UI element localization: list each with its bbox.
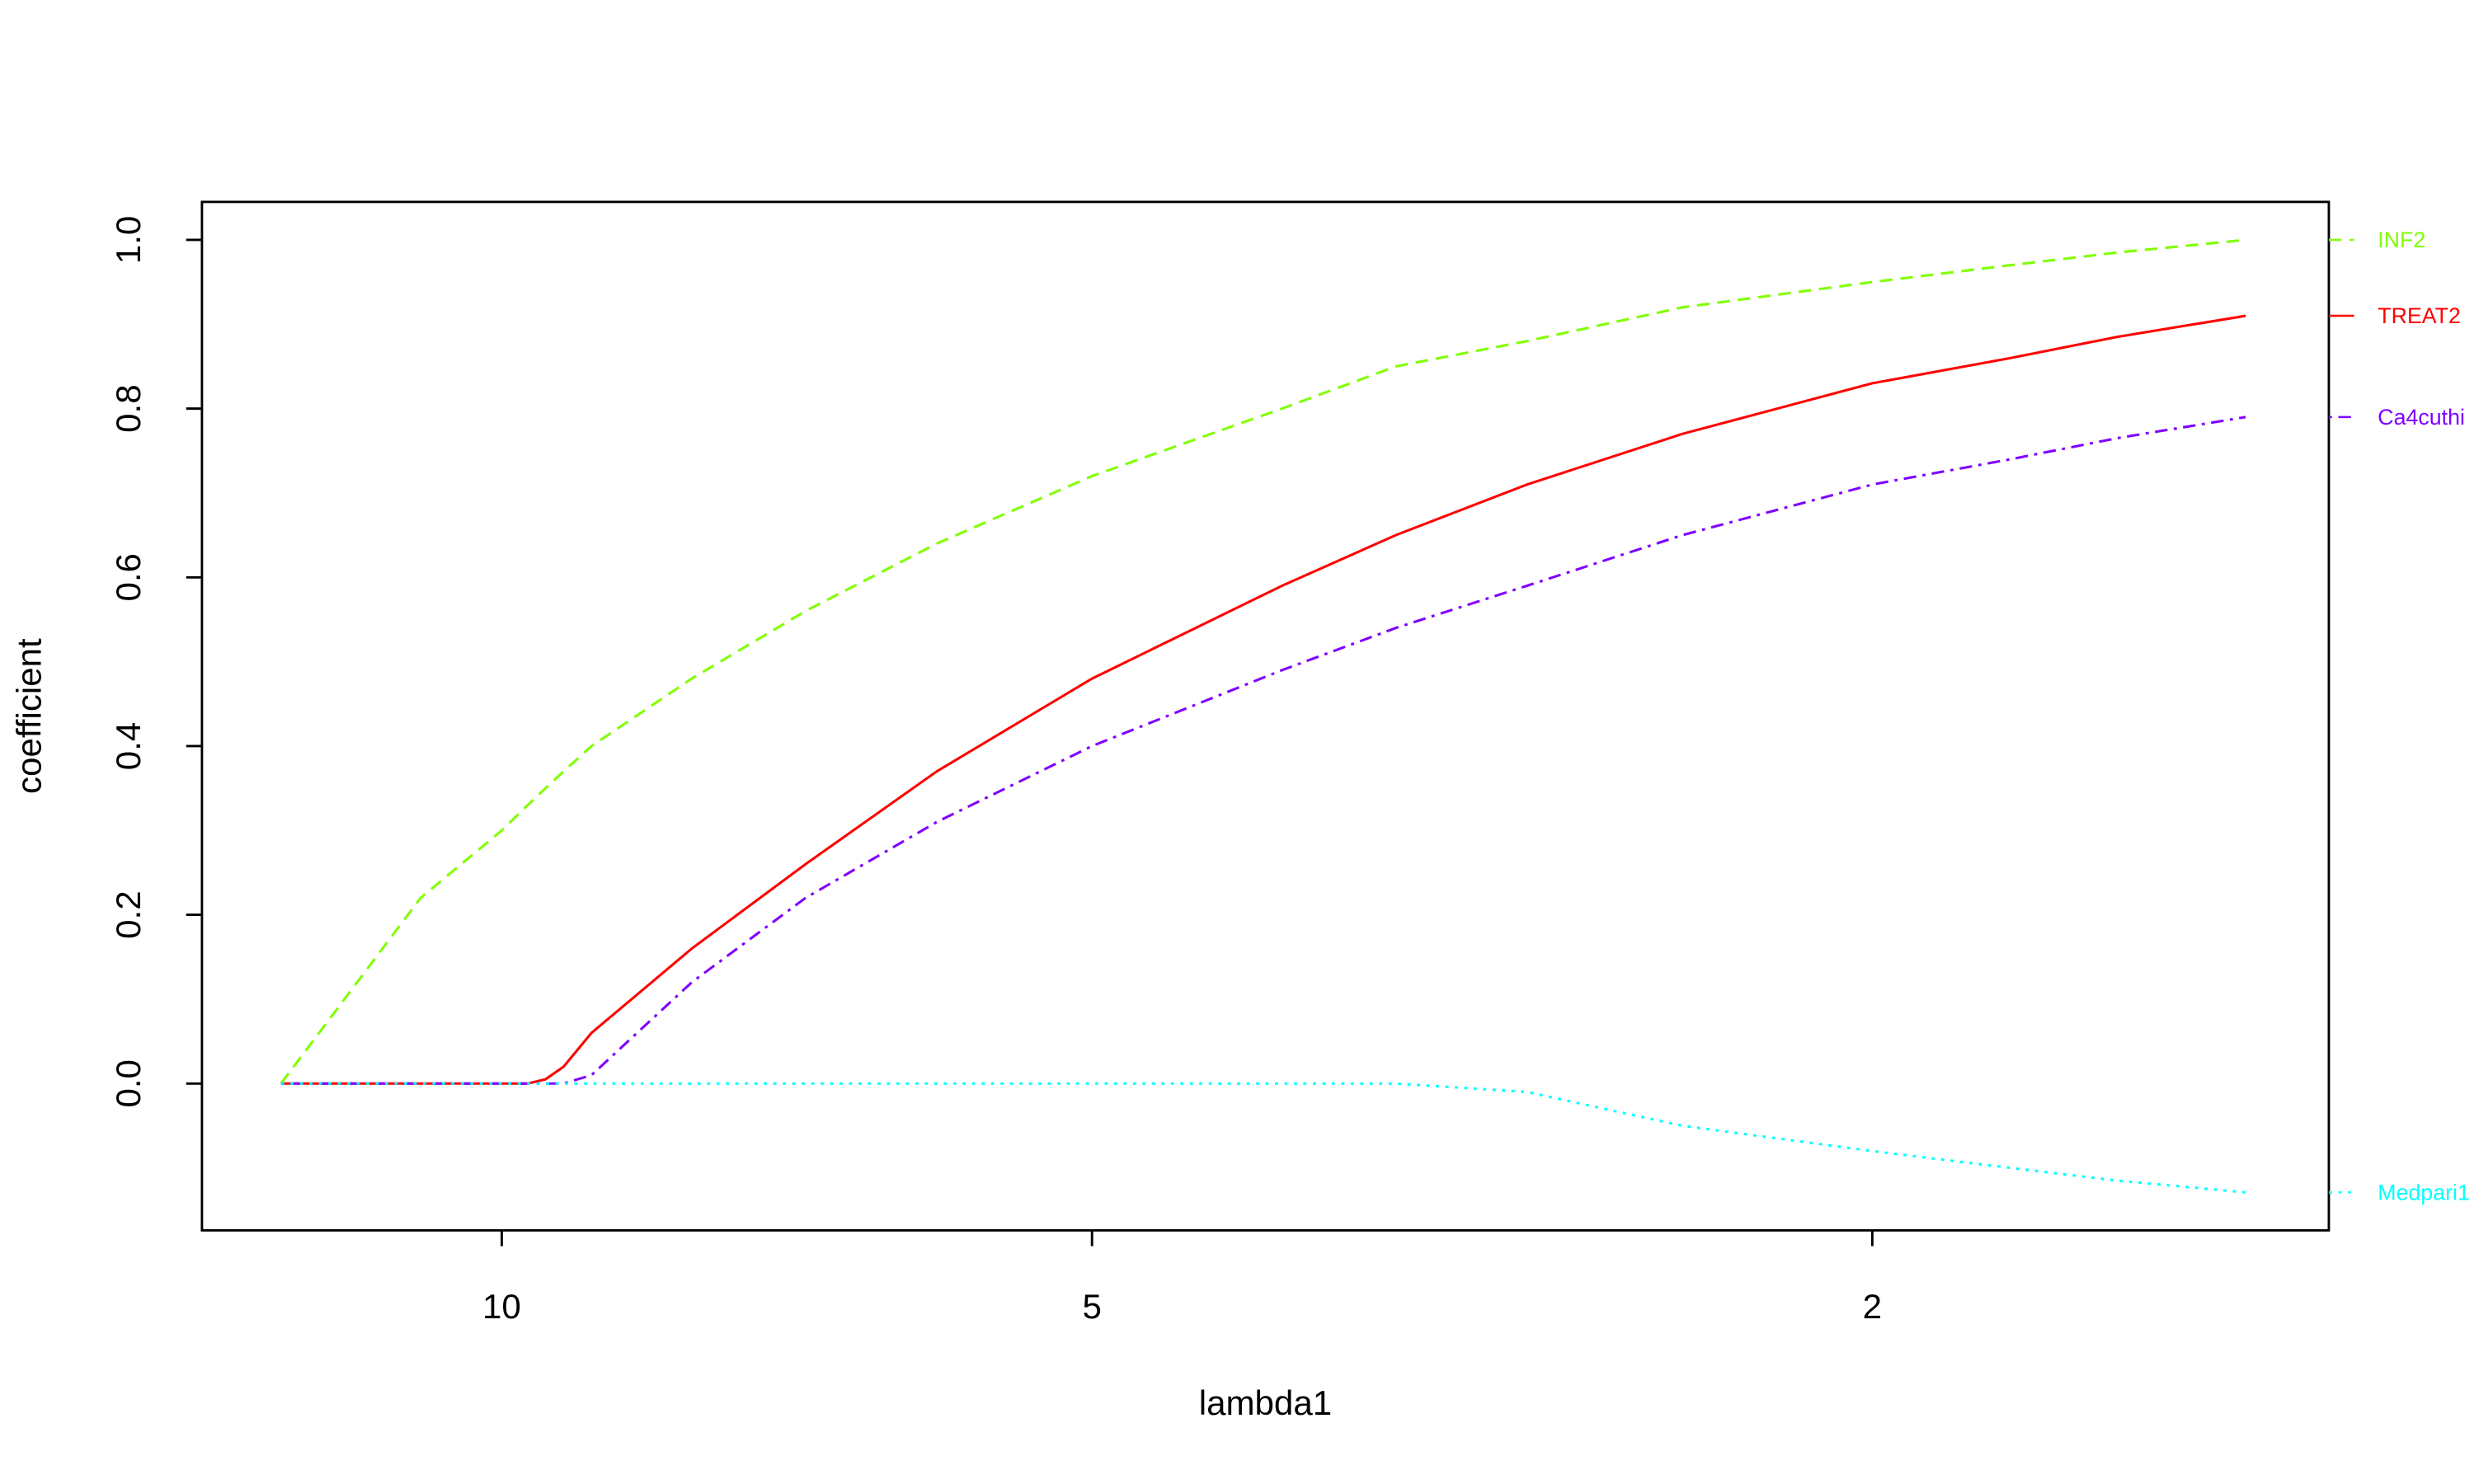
series-label: Ca4cuthi (2378, 405, 2465, 430)
series-label: TREAT2 (2378, 303, 2461, 328)
x-tick-label: 2 (1863, 1287, 1882, 1326)
y-tick-label: 0.8 (109, 384, 148, 433)
y-tick-label: 1.0 (109, 216, 148, 265)
y-tick-label: 0.0 (109, 1059, 148, 1108)
y-tick-label: 0.4 (109, 722, 148, 771)
series-label: Medpari1 (2378, 1180, 2470, 1205)
y-tick-label: 0.2 (109, 890, 148, 939)
y-tick-label: 0.6 (109, 553, 148, 602)
x-axis-label: lambda1 (1199, 1383, 1332, 1422)
series-line (280, 238, 2246, 1085)
x-tick-label: 10 (482, 1287, 521, 1326)
plot-frame (200, 200, 2331, 1232)
x-tick-label: 5 (1082, 1287, 1101, 1326)
series-line (280, 1082, 2246, 1194)
y-axis-label: coefficient (9, 638, 48, 794)
series-label: INF2 (2378, 228, 2425, 252)
